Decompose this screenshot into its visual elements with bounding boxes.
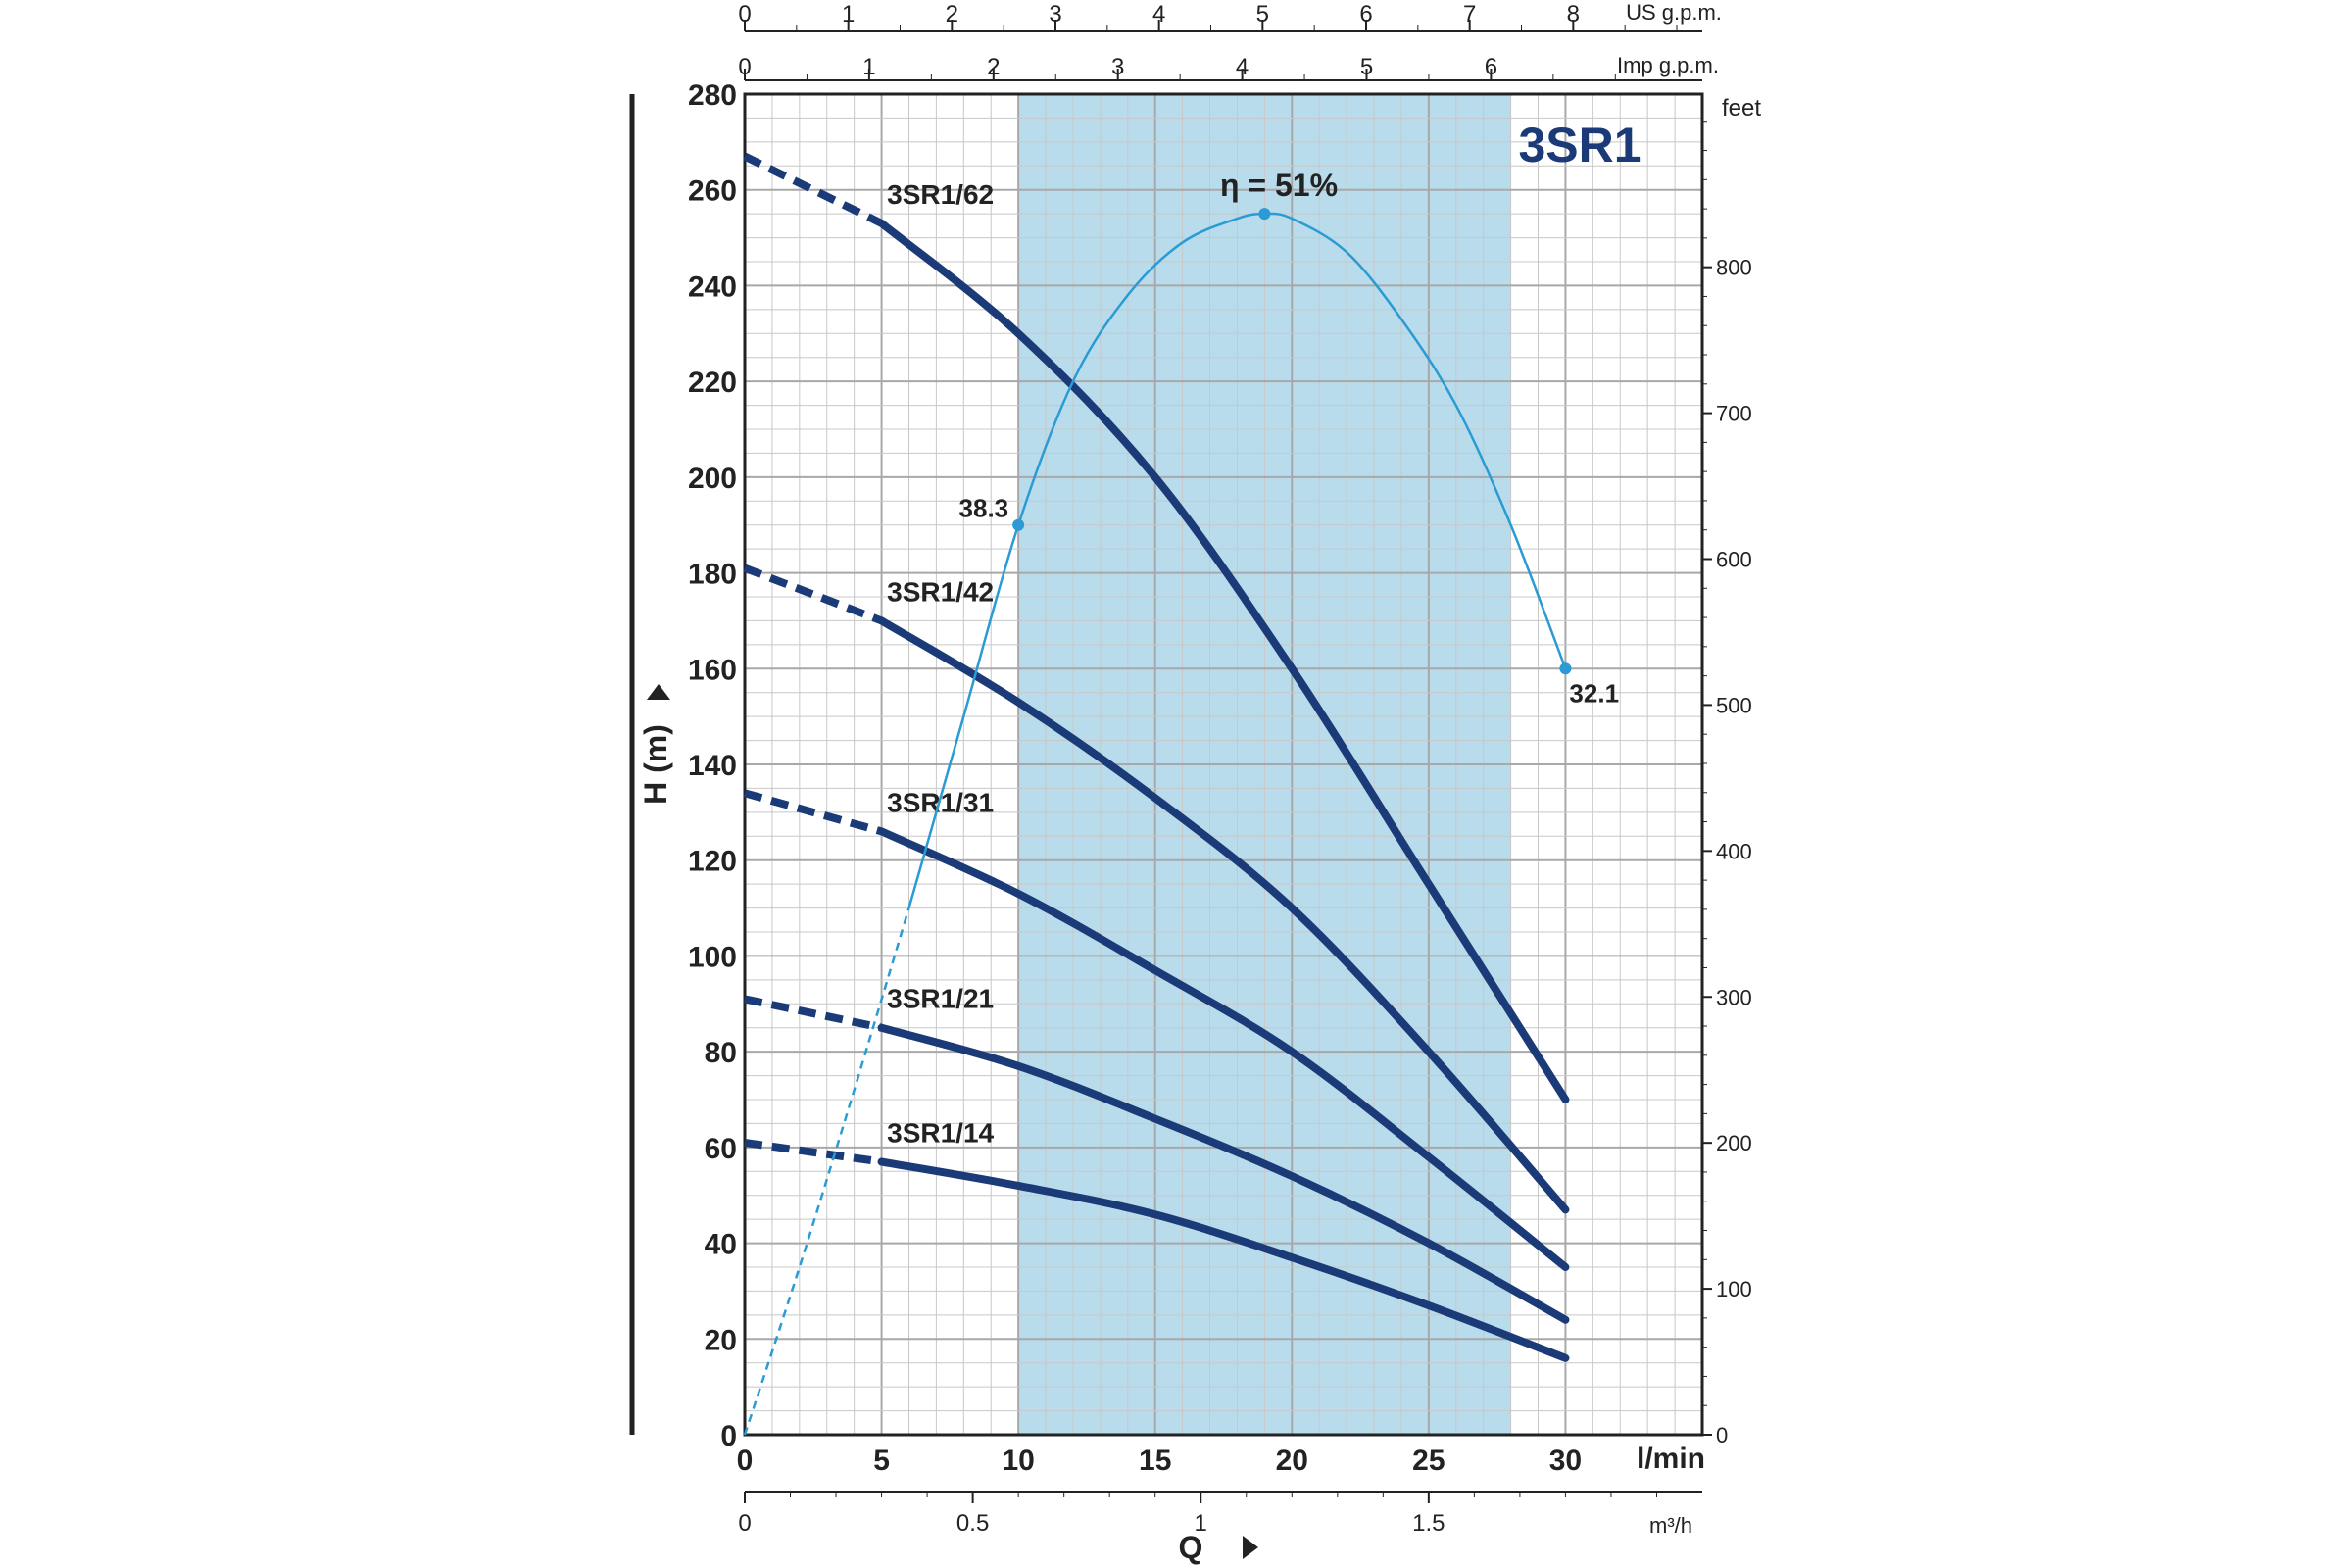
feet-tick-label: 800 bbox=[1716, 256, 1752, 280]
y-tick-label: 200 bbox=[688, 463, 737, 495]
feet-tick-label: 200 bbox=[1716, 1131, 1752, 1155]
curve-dashed-3SR1-21 bbox=[744, 995, 883, 1032]
efficiency-point bbox=[1012, 518, 1025, 531]
y-tick-label: 280 bbox=[688, 79, 737, 112]
imp-gpm-tick-label: 3 bbox=[1111, 54, 1124, 80]
curve-dashed-3SR1-62 bbox=[743, 152, 884, 227]
m3h-tick-label: 0 bbox=[738, 1510, 751, 1537]
y-tick-label: 260 bbox=[688, 175, 737, 208]
curve-label: 3SR1/14 bbox=[887, 1118, 994, 1149]
feet-tick-label: 400 bbox=[1716, 839, 1752, 863]
feet-tick-label: 600 bbox=[1716, 548, 1752, 572]
feet-tick-label: 500 bbox=[1716, 693, 1752, 717]
efficiency-point bbox=[1559, 662, 1572, 675]
curve-label: 3SR1/31 bbox=[887, 787, 994, 817]
imp-gpm-tick-label: 6 bbox=[1485, 54, 1497, 80]
curve-dashed-3SR1-42 bbox=[743, 564, 884, 625]
x-tick-label: 0 bbox=[737, 1445, 754, 1477]
us-gpm-tick-label: 8 bbox=[1567, 1, 1580, 27]
m3h-tick-label: 0.5 bbox=[956, 1510, 989, 1537]
plot-frame bbox=[743, 92, 1704, 1437]
x-axis-arrow-icon bbox=[1243, 1536, 1258, 1559]
efficiency-line bbox=[907, 212, 1567, 908]
y-tick-label: 120 bbox=[688, 846, 737, 878]
axes: 0 5 10 15 20 25 30 l/min02040608010012014016018… bbox=[629, 0, 1761, 1538]
imp-gpm-tick-label: 2 bbox=[987, 54, 1000, 80]
feet-tick-label: 300 bbox=[1716, 985, 1752, 1009]
y-tick-label: 100 bbox=[688, 941, 737, 973]
x-tick-label: 25 bbox=[1412, 1445, 1445, 1477]
curve-dashed-3SR1-14 bbox=[744, 1139, 883, 1166]
us-gpm-tick-label: 7 bbox=[1463, 1, 1476, 27]
curve-3SR1-42 bbox=[877, 616, 1570, 1214]
m3h-unit-label: m³/h bbox=[1649, 1513, 1692, 1538]
y-tick-label: 240 bbox=[688, 270, 737, 303]
curve-3SR1-31 bbox=[877, 827, 1570, 1271]
curve-3SR1-14 bbox=[877, 1157, 1570, 1362]
feet-tick-label: 100 bbox=[1716, 1277, 1752, 1301]
efficiency-label: η = 51% bbox=[1220, 168, 1338, 203]
y-tick-label: 160 bbox=[688, 654, 737, 686]
y-axis-arrow-icon bbox=[647, 684, 670, 700]
y-tick-label: 80 bbox=[705, 1037, 737, 1069]
curve-label: 3SR1/21 bbox=[887, 984, 994, 1014]
x-tick-label: 20 bbox=[1276, 1445, 1308, 1477]
curves: 3SR1/62 3SR1/42 3SR1/31 3SR1/21 3SR1/14 bbox=[743, 152, 1570, 1362]
us-gpm-tick-label: 4 bbox=[1152, 1, 1165, 27]
x-tick-label: 5 bbox=[873, 1445, 890, 1477]
imp-gpm-tick-label: 5 bbox=[1360, 54, 1373, 80]
us-gpm-tick-label: 6 bbox=[1359, 1, 1372, 27]
y-axis-title: H (m) bbox=[638, 724, 673, 805]
x-axis-title: Q bbox=[1179, 1530, 1203, 1565]
x-tick-label: 10 bbox=[1002, 1445, 1034, 1477]
us-gpm-tick-label: 3 bbox=[1049, 1, 1061, 27]
chart-title: 3SR1 bbox=[1518, 118, 1641, 172]
efficiency-curve: 38.3 32.1 bbox=[743, 208, 1619, 1436]
y-tick-label: 60 bbox=[705, 1133, 737, 1165]
feet-tick-label: 700 bbox=[1716, 402, 1752, 426]
y-tick-label: 20 bbox=[705, 1324, 737, 1356]
y-tick-label: 40 bbox=[705, 1229, 737, 1261]
feet-unit-label: feet bbox=[1722, 95, 1761, 122]
curve-3SR1-62 bbox=[877, 219, 1570, 1103]
y-tick-label: 0 bbox=[720, 1420, 737, 1452]
y-tick-label: 140 bbox=[688, 750, 737, 782]
x-unit-label: l/min bbox=[1637, 1443, 1705, 1475]
feet-tick-label: 0 bbox=[1716, 1423, 1728, 1447]
m3h-tick-label: 1.5 bbox=[1412, 1510, 1445, 1537]
efficiency-line-dashed bbox=[743, 907, 910, 1436]
us-gpm-tick-label: 1 bbox=[842, 1, 855, 27]
imp-gpm-tick-label: 0 bbox=[738, 54, 751, 80]
curve-3SR1-21 bbox=[877, 1023, 1570, 1324]
curve-label: 3SR1/42 bbox=[887, 576, 994, 607]
x-tick-label: 15 bbox=[1139, 1445, 1171, 1477]
us-gpm-unit-label: US g.p.m. bbox=[1626, 0, 1722, 24]
us-gpm-tick-label: 5 bbox=[1256, 1, 1269, 27]
efficiency-point bbox=[1258, 208, 1271, 220]
y-tick-label: 180 bbox=[688, 559, 737, 591]
x-tick-label: 30 bbox=[1549, 1445, 1582, 1477]
imp-gpm-unit-label: Imp g.p.m. bbox=[1617, 53, 1719, 77]
y-tick-label: 220 bbox=[688, 367, 737, 399]
efficiency-point-label: 32.1 bbox=[1569, 678, 1619, 708]
efficiency-point-label: 38.3 bbox=[959, 494, 1009, 523]
imp-gpm-tick-label: 4 bbox=[1236, 54, 1249, 80]
us-gpm-tick-label: 0 bbox=[738, 1, 751, 27]
imp-gpm-tick-label: 1 bbox=[862, 54, 875, 80]
m3h-tick-label: 1 bbox=[1195, 1510, 1207, 1537]
us-gpm-tick-label: 2 bbox=[946, 1, 958, 27]
curve-dashed-3SR1-31 bbox=[743, 789, 883, 836]
curve-label: 3SR1/62 bbox=[887, 179, 994, 210]
